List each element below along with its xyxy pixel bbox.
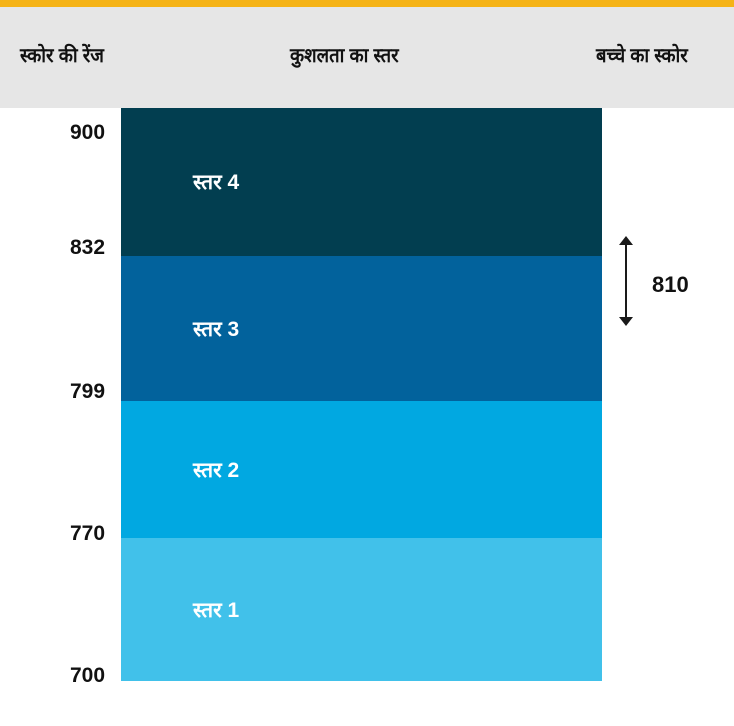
score-tick-770: 770 — [70, 522, 106, 545]
double-arrow-icon — [619, 236, 633, 326]
level-1-band: स्तर 1 — [121, 538, 602, 681]
score-tick-900: 900 — [70, 121, 106, 144]
level-1-label: स्तर 1 — [193, 598, 240, 622]
level-4-band: स्तर 4 — [121, 108, 602, 256]
score-tick-799: 799 — [70, 380, 106, 403]
score-tick-832: 832 — [70, 236, 106, 259]
proficiency-level-header: कुशलता का स्तर — [290, 45, 399, 67]
level-2-label: स्तर 2 — [193, 458, 240, 482]
table-header: स्कोर की रेंज कुशलता का स्तर बच्चे का स्… — [0, 7, 734, 108]
level-2-band: स्तर 2 — [121, 401, 602, 538]
accent-bar — [0, 0, 734, 7]
score-tick-700: 700 — [70, 664, 106, 687]
child-score-header: बच्चे का स्कोर — [596, 45, 688, 67]
level-3-label: स्तर 3 — [193, 317, 240, 341]
level-4-label: स्तर 4 — [193, 171, 240, 194]
score-range-header: स्कोर की रेंज — [20, 45, 104, 67]
child-score-value: 810 — [652, 272, 689, 297]
level-3-band: स्तर 3 — [121, 256, 602, 401]
